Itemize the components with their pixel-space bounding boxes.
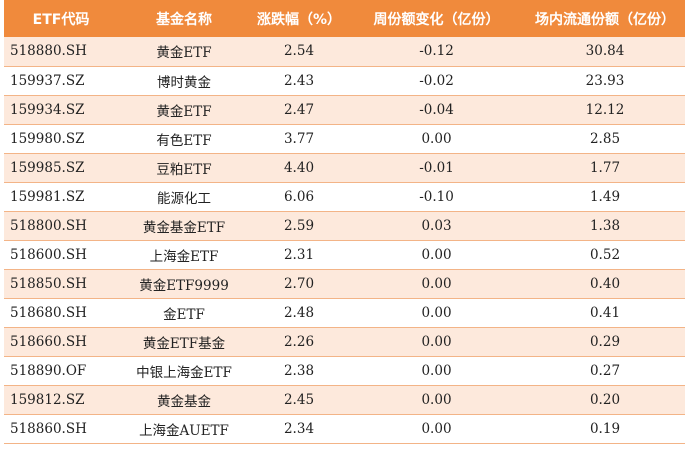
- cell-etf-code: 518600.SH: [10, 246, 87, 263]
- header-weekly-share-change: 周份额变化（亿份）: [373, 11, 500, 28]
- cell-change-pct: 2.48: [283, 304, 315, 321]
- table-row: 518660.SH 黄金ETF基金 2.26 0.00 0.29: [4, 327, 685, 356]
- table-row: 159812.SZ 黄金基金 2.45 0.00 0.20: [4, 385, 685, 414]
- cell-change-pct: 3.77: [283, 130, 315, 147]
- table-row: 518890.OF 中银上海金ETF 2.38 0.00 0.27: [4, 356, 685, 385]
- cell-floating-shares: 2.85: [589, 130, 621, 147]
- header-etf-code: ETF代码: [32, 11, 90, 28]
- cell-fund-name: 上海金AUETF: [139, 422, 229, 439]
- cell-weekly-share-change: -0.12: [419, 43, 454, 60]
- cell-etf-code: 159812.SZ: [10, 391, 85, 408]
- table-row: 159980.SZ 有色ETF 3.77 0.00 2.85: [4, 124, 685, 153]
- cell-etf-code: 518850.SH: [10, 275, 87, 292]
- cell-change-pct: 2.45: [283, 391, 315, 408]
- cell-change-pct: 2.47: [283, 101, 315, 118]
- table-row: 159981.SZ 能源化工 6.06 -0.10 1.49: [4, 182, 685, 211]
- cell-floating-shares: 0.27: [589, 362, 621, 379]
- cell-etf-code: 159934.SZ: [10, 101, 85, 118]
- cell-change-pct: 2.34: [283, 420, 315, 437]
- cell-weekly-share-change: 0.00: [421, 130, 452, 147]
- cell-change-pct: 2.70: [283, 275, 315, 292]
- cell-weekly-share-change: -0.01: [419, 159, 454, 176]
- table-row: 159937.SZ 博时黄金 2.43 -0.02 23.93: [4, 66, 685, 95]
- table-row: 518800.SH 黄金基金ETF 2.59 0.03 1.38: [4, 211, 685, 240]
- cell-weekly-share-change: 0.00: [421, 246, 452, 263]
- cell-weekly-share-change: 0.00: [421, 333, 452, 350]
- cell-fund-name: 黄金ETF: [156, 45, 212, 62]
- cell-weekly-share-change: -0.10: [419, 188, 454, 205]
- cell-fund-name: 能源化工: [157, 190, 211, 207]
- cell-floating-shares: 1.77: [589, 159, 621, 176]
- cell-weekly-share-change: 0.00: [421, 304, 452, 321]
- table-row: 518880.SH 黄金ETF 2.54 -0.12 30.84: [4, 37, 685, 66]
- cell-etf-code: 159985.SZ: [10, 159, 85, 176]
- cell-change-pct: 2.54: [283, 43, 315, 60]
- cell-change-pct: 4.40: [283, 159, 315, 176]
- cell-change-pct: 2.38: [283, 362, 315, 379]
- cell-fund-name: 黄金基金: [157, 393, 211, 410]
- cell-fund-name: 黄金ETF基金: [142, 335, 226, 352]
- cell-fund-name: 金ETF: [163, 306, 205, 323]
- etf-share-table: ETF代码 基金名称 涨跌幅（%） 周份额变化（亿份） 场内流通份额（亿份） 5…: [4, 0, 685, 444]
- cell-weekly-share-change: -0.02: [419, 72, 454, 89]
- cell-floating-shares: 0.40: [589, 275, 621, 292]
- cell-fund-name: 黄金ETF9999: [139, 277, 229, 294]
- cell-change-pct: 2.26: [283, 333, 315, 350]
- cell-floating-shares: 1.49: [589, 188, 621, 205]
- cell-change-pct: 2.59: [283, 217, 315, 234]
- cell-change-pct: 2.43: [283, 72, 315, 89]
- table-row: 518850.SH 黄金ETF9999 2.70 0.00 0.40: [4, 269, 685, 298]
- cell-etf-code: 159981.SZ: [10, 188, 85, 205]
- cell-weekly-share-change: 0.00: [421, 275, 452, 292]
- table-row: 518680.SH 金ETF 2.48 0.00 0.41: [4, 298, 685, 327]
- cell-fund-name: 黄金ETF: [156, 103, 212, 120]
- cell-etf-code: 518680.SH: [10, 304, 87, 321]
- cell-floating-shares: 0.52: [589, 246, 621, 263]
- cell-floating-shares: 0.20: [589, 391, 621, 408]
- table-body: 518880.SH 黄金ETF 2.54 -0.12 30.84 159937.SZ 博时黄…: [4, 37, 685, 443]
- cell-fund-name: 上海金ETF: [149, 248, 219, 265]
- cell-etf-code: 518860.SH: [10, 420, 87, 437]
- cell-floating-shares: 0.19: [589, 420, 621, 437]
- header-floating-shares: 场内流通份额（亿份）: [535, 11, 675, 28]
- cell-fund-name: 黄金基金ETF: [142, 219, 226, 236]
- cell-etf-code: 518880.SH: [10, 43, 87, 60]
- cell-fund-name: 博时黄金: [157, 74, 211, 91]
- cell-floating-shares: 30.84: [585, 43, 625, 60]
- table-row: 518600.SH 上海金ETF 2.31 0.00 0.52: [4, 240, 685, 269]
- cell-change-pct: 6.06: [283, 188, 315, 205]
- header-fund-name: 基金名称: [156, 11, 212, 28]
- cell-fund-name: 豆粕ETF: [156, 161, 212, 178]
- cell-floating-shares: 0.29: [589, 333, 621, 350]
- cell-weekly-share-change: -0.04: [419, 101, 454, 118]
- table-header-row: ETF代码 基金名称 涨跌幅（%） 周份额变化（亿份） 场内流通份额（亿份）: [4, 0, 685, 37]
- cell-etf-code: 159937.SZ: [10, 72, 85, 89]
- table-row: 518860.SH 上海金AUETF 2.34 0.00 0.19: [4, 414, 685, 443]
- cell-fund-name: 有色ETF: [156, 132, 212, 149]
- header-change-pct: 涨跌幅（%）: [256, 11, 342, 28]
- cell-change-pct: 2.31: [283, 246, 315, 263]
- cell-floating-shares: 1.38: [589, 217, 621, 234]
- table-row: 159934.SZ 黄金ETF 2.47 -0.04 12.12: [4, 95, 685, 124]
- cell-floating-shares: 23.93: [585, 72, 625, 89]
- cell-weekly-share-change: 0.00: [421, 420, 452, 437]
- cell-weekly-share-change: 0.03: [421, 217, 452, 234]
- cell-etf-code: 518660.SH: [10, 333, 87, 350]
- cell-etf-code: 159980.SZ: [10, 130, 85, 147]
- table-row: 159985.SZ 豆粕ETF 4.40 -0.01 1.77: [4, 153, 685, 182]
- cell-etf-code: 518800.SH: [10, 217, 87, 234]
- cell-fund-name: 中银上海金ETF: [136, 364, 232, 381]
- table-header: ETF代码 基金名称 涨跌幅（%） 周份额变化（亿份） 场内流通份额（亿份）: [4, 0, 685, 37]
- cell-weekly-share-change: 0.00: [421, 362, 452, 379]
- cell-etf-code: 518890.OF: [10, 362, 87, 379]
- cell-floating-shares: 12.12: [585, 101, 625, 118]
- cell-weekly-share-change: 0.00: [421, 391, 452, 408]
- cell-floating-shares: 0.41: [589, 304, 621, 321]
